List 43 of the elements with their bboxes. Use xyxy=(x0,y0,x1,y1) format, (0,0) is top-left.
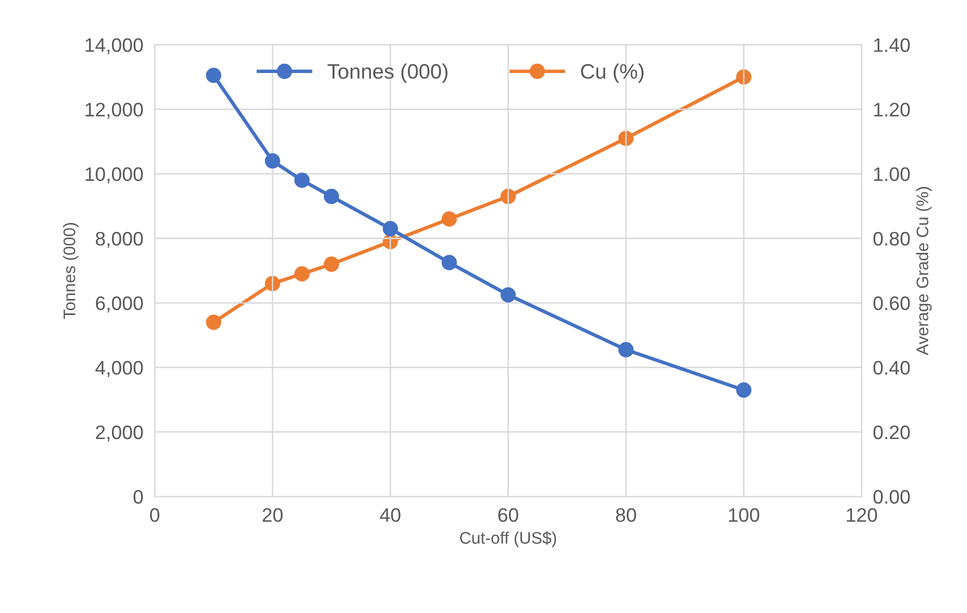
point xyxy=(442,211,457,227)
point xyxy=(618,342,634,358)
x-tick-label: 20 xyxy=(262,508,283,522)
x-tick-label: 60 xyxy=(498,508,518,522)
point xyxy=(264,276,280,292)
point xyxy=(294,172,310,188)
point xyxy=(736,382,752,398)
y2-tick-label: 0.00 xyxy=(873,490,910,504)
point xyxy=(206,68,222,84)
point xyxy=(442,254,457,270)
point xyxy=(294,266,310,282)
y-tick-label: 0 xyxy=(134,490,143,504)
x-tick-label: 120 xyxy=(846,508,878,522)
point xyxy=(206,314,222,330)
y2-tick-label: 0.60 xyxy=(873,296,910,310)
y-tick-label: 14,000 xyxy=(86,38,143,54)
y-tick-label: 2,000 xyxy=(96,425,143,442)
point xyxy=(382,221,398,236)
legend-label: Cu (%) xyxy=(581,64,644,83)
point xyxy=(618,130,634,146)
point xyxy=(264,153,280,169)
point xyxy=(324,188,340,204)
y2-tick-label: 1.20 xyxy=(874,102,910,117)
x-tick-label: 40 xyxy=(380,508,400,522)
x-tick-label: 100 xyxy=(729,508,760,522)
point xyxy=(500,287,516,302)
y2-tick-label: 1.00 xyxy=(874,167,910,182)
y2-tick-label: 0.40 xyxy=(873,360,910,375)
x-tick-label: 0 xyxy=(150,508,160,522)
y-tick-label: 8,000 xyxy=(96,232,143,248)
y-tick-label: 4,000 xyxy=(95,360,143,377)
x-axis-title: Cut-off (US$) xyxy=(460,531,556,548)
y-tick-label: 12,000 xyxy=(86,102,143,119)
legend-label: Tonnes (000) xyxy=(328,64,448,83)
y2-tick-label: 0.20 xyxy=(873,425,910,440)
y2-tick-label: 0.80 xyxy=(873,232,910,246)
y2-axis-title: Average Grade Cu (%) xyxy=(916,187,932,356)
y-tick-label: 6,000 xyxy=(96,296,143,312)
y2-tick-label: 1.40 xyxy=(874,38,910,52)
x-tick-label: 80 xyxy=(616,508,636,522)
y-tick-label: 10,000 xyxy=(86,167,143,184)
point xyxy=(324,256,340,272)
y-axis-title: Tonnes (000) xyxy=(63,223,79,319)
